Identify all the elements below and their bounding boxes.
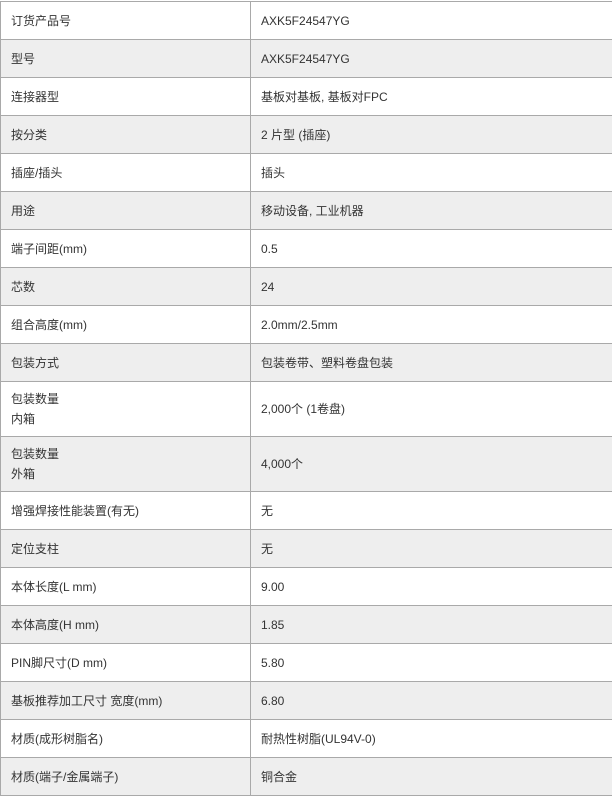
spec-value: 1.85 [251, 606, 612, 644]
spec-value: 耐热性树脂(UL94V-0) [251, 720, 612, 758]
spec-label: 插座/插头 [11, 163, 240, 183]
spec-value: 2.0mm/2.5mm [251, 306, 612, 344]
spec-value: 9.00 [251, 568, 612, 606]
spec-value: 插头 [251, 154, 612, 192]
table-row: 组合高度(mm) 2.0mm/2.5mm [1, 306, 612, 344]
spec-label: 芯数 [11, 277, 240, 297]
spec-label-cell: 按分类 [1, 116, 251, 154]
table-row: 用途移动设备, 工业机器 [1, 192, 612, 230]
spec-label: 包装数量 [11, 389, 240, 409]
spec-value: 包装卷带、塑料卷盘包装 [251, 344, 612, 382]
spec-label: 内箱 [11, 409, 240, 429]
spec-label: 包装方式 [11, 353, 240, 373]
spec-label-cell: 定位支柱 [1, 530, 251, 568]
spec-value: AXK5F24547YG [251, 40, 612, 78]
spec-label-cell: 连接器型 [1, 78, 251, 116]
spec-label: 端子间距(mm) [11, 239, 240, 259]
spec-label: 用途 [11, 201, 240, 221]
table-row: 端子间距(mm) 0.5 [1, 230, 612, 268]
spec-value: 无 [251, 530, 612, 568]
spec-label: 组合高度(mm) [11, 315, 240, 335]
spec-label: 增强焊接性能装置(有无) [11, 501, 240, 521]
spec-label-cell: 芯数 [1, 268, 251, 306]
spec-label-cell: 包装数量外箱 [1, 437, 251, 492]
table-row: 型号 AXK5F24547YG [1, 40, 612, 78]
spec-label: 型号 [11, 49, 240, 69]
spec-label: 订货产品号 [11, 11, 240, 31]
table-row: 增强焊接性能装置(有无) 无 [1, 492, 612, 530]
spec-label: PIN脚尺寸(D mm) [11, 653, 240, 673]
spec-label: 本体高度(H mm) [11, 615, 240, 635]
spec-label-cell: 本体长度(L mm) [1, 568, 251, 606]
spec-label-cell: 增强焊接性能装置(有无) [1, 492, 251, 530]
spec-value: AXK5F24547YG [251, 2, 612, 40]
spec-label: 外箱 [11, 464, 240, 484]
spec-label: 包装数量 [11, 444, 240, 464]
spec-label-cell: 基板推荐加工尺寸 宽度(mm) [1, 682, 251, 720]
spec-label: 定位支柱 [11, 539, 240, 559]
spec-value: 2,000个 (1卷盘) [251, 382, 612, 437]
spec-label-cell: 材质(成形树脂名) [1, 720, 251, 758]
spec-value: 24 [251, 268, 612, 306]
spec-label-cell: 包装数量内箱 [1, 382, 251, 437]
spec-value: 基板对基板, 基板对FPC [251, 78, 612, 116]
spec-value: 铜合金 [251, 758, 612, 796]
spec-label-cell: 插座/插头 [1, 154, 251, 192]
spec-label-cell: 包装方式 [1, 344, 251, 382]
spec-label-cell: 端子间距(mm) [1, 230, 251, 268]
table-row: 定位支柱无 [1, 530, 612, 568]
spec-label: 连接器型 [11, 87, 240, 107]
table-row: 材质(成形树脂名) 耐热性树脂(UL94V-0) [1, 720, 612, 758]
spec-label-cell: 本体高度(H mm) [1, 606, 251, 644]
table-row: 基板推荐加工尺寸 宽度(mm) 6.80 [1, 682, 612, 720]
table-row: 芯数 24 [1, 268, 612, 306]
spec-value: 5.80 [251, 644, 612, 682]
spec-value: 移动设备, 工业机器 [251, 192, 612, 230]
table-row: 本体高度(H mm) 1.85 [1, 606, 612, 644]
table-row: 材质(端子/金属端子) 铜合金 [1, 758, 612, 796]
spec-value: 4,000个 [251, 437, 612, 492]
table-row: 插座/插头插头 [1, 154, 612, 192]
spec-value: 2 片型 (插座) [251, 116, 612, 154]
spec-label: 材质(成形树脂名) [11, 729, 240, 749]
table-row: PIN脚尺寸(D mm) 5.80 [1, 644, 612, 682]
spec-value: 无 [251, 492, 612, 530]
spec-label-cell: 材质(端子/金属端子) [1, 758, 251, 796]
table-row: 包装方式包装卷带、塑料卷盘包装 [1, 344, 612, 382]
spec-label: 材质(端子/金属端子) [11, 767, 240, 787]
spec-value: 0.5 [251, 230, 612, 268]
spec-label-cell: 型号 [1, 40, 251, 78]
spec-label-cell: PIN脚尺寸(D mm) [1, 644, 251, 682]
table-row: 按分类 2 片型 (插座) [1, 116, 612, 154]
spec-label-cell: 用途 [1, 192, 251, 230]
table-row: 连接器型基板对基板, 基板对FPC [1, 78, 612, 116]
spec-label-cell: 订货产品号 [1, 2, 251, 40]
spec-label-cell: 组合高度(mm) [1, 306, 251, 344]
spec-label: 本体长度(L mm) [11, 577, 240, 597]
table-row: 本体长度(L mm) 9.00 [1, 568, 612, 606]
spec-label: 按分类 [11, 125, 240, 145]
spec-value: 6.80 [251, 682, 612, 720]
table-row: 订货产品号 AXK5F24547YG [1, 2, 612, 40]
spec-label: 基板推荐加工尺寸 宽度(mm) [11, 691, 240, 711]
